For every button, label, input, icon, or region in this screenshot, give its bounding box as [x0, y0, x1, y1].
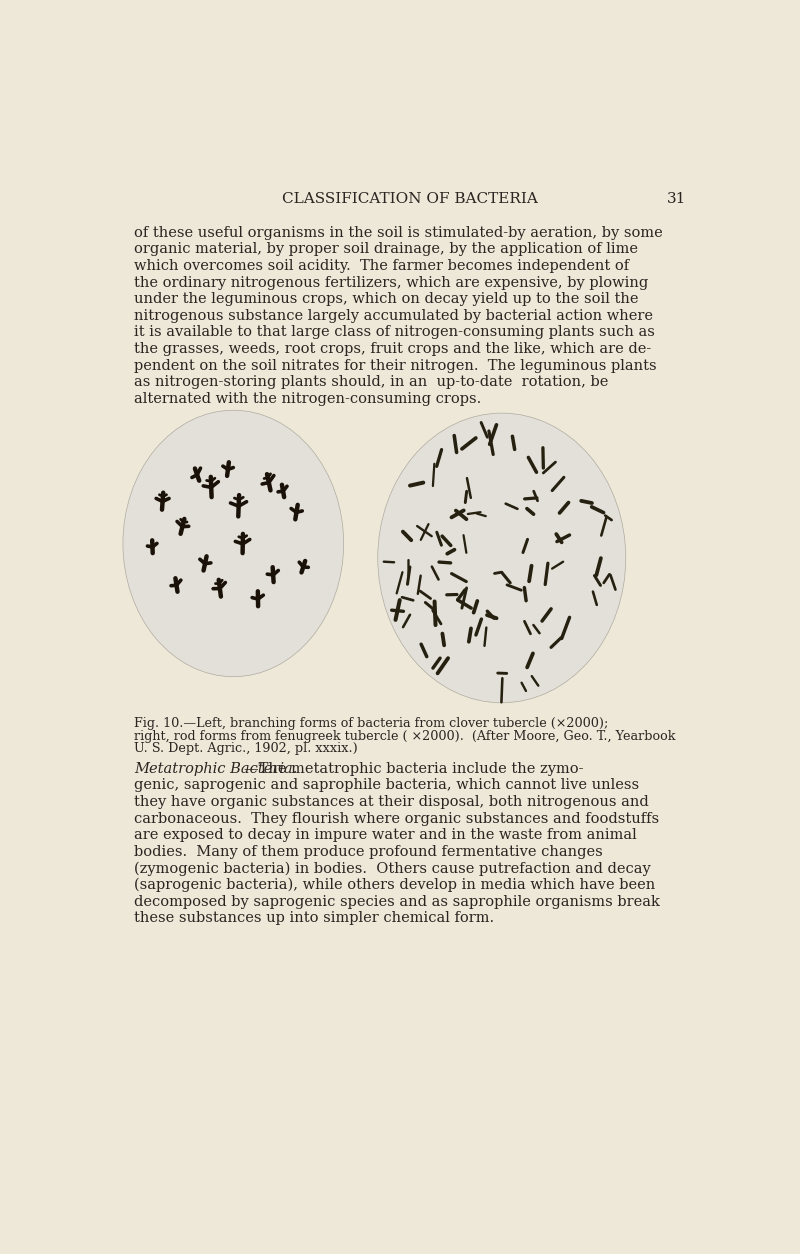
Text: genic, saprogenic and saprophile bacteria, which cannot live unless: genic, saprogenic and saprophile bacteri… — [134, 779, 639, 793]
Text: decomposed by saprogenic species and as saprophile organisms break: decomposed by saprogenic species and as … — [134, 894, 660, 909]
Text: Fig. 10.—Left, branching forms of bacteria from clover tubercle (×2000);: Fig. 10.—Left, branching forms of bacter… — [134, 717, 608, 730]
Text: CLASSIFICATION OF BACTERIA: CLASSIFICATION OF BACTERIA — [282, 192, 538, 206]
Text: 31: 31 — [666, 192, 686, 206]
Text: —The metatrophic bacteria include the zymo-: —The metatrophic bacteria include the zy… — [245, 761, 584, 776]
Text: these substances up into simpler chemical form.: these substances up into simpler chemica… — [134, 912, 494, 925]
Text: Metatrophic Bacteria.: Metatrophic Bacteria. — [134, 761, 298, 776]
Text: U. S. Dept. Agric., 1902, pl. xxxix.): U. S. Dept. Agric., 1902, pl. xxxix.) — [134, 742, 358, 755]
Text: alternated with the nitrogen-consuming crops.: alternated with the nitrogen-consuming c… — [134, 391, 482, 406]
Text: the grasses, weeds, root crops, fruit crops and the like, which are de-: the grasses, weeds, root crops, fruit cr… — [134, 342, 651, 356]
Text: which overcomes soil acidity.  The farmer becomes independent of: which overcomes soil acidity. The farmer… — [134, 260, 630, 273]
Text: (zymogenic bacteria) in bodies.  Others cause putrefaction and decay: (zymogenic bacteria) in bodies. Others c… — [134, 861, 651, 875]
Text: are exposed to decay in impure water and in the waste from animal: are exposed to decay in impure water and… — [134, 828, 637, 843]
Text: right, rod forms from fenugreek tubercle ( ×2000).  (After Moore, Geo. T., Yearb: right, rod forms from fenugreek tubercle… — [134, 730, 675, 742]
Text: pendent on the soil nitrates for their nitrogen.  The leguminous plants: pendent on the soil nitrates for their n… — [134, 359, 657, 372]
Text: the ordinary nitrogenous fertilizers, which are expensive, by plowing: the ordinary nitrogenous fertilizers, wh… — [134, 276, 648, 290]
Ellipse shape — [378, 413, 626, 702]
Text: of these useful organisms in the soil is stimulated­by aeration, by some: of these useful organisms in the soil is… — [134, 226, 663, 240]
Text: under the leguminous crops, which on decay yield up to the soil the: under the leguminous crops, which on dec… — [134, 292, 638, 306]
Text: organic material, by proper soil drainage, by the application of lime: organic material, by proper soil drainag… — [134, 242, 638, 256]
Text: it is available to that large class of nitrogen-consuming plants such as: it is available to that large class of n… — [134, 326, 655, 340]
Ellipse shape — [123, 410, 344, 677]
Text: (saprogenic bacteria), while others develop in media which have been: (saprogenic bacteria), while others deve… — [134, 878, 655, 893]
Text: carbonaceous.  They flourish where organic substances and foodstuffs: carbonaceous. They flourish where organi… — [134, 811, 659, 825]
Text: nitrogenous substance largely accumulated by bacterial action where: nitrogenous substance largely accumulate… — [134, 308, 653, 322]
Text: as nitrogen-storing plants should, in an  up-to-date  rotation, be: as nitrogen-storing plants should, in an… — [134, 375, 609, 389]
Text: they have organic substances at their disposal, both nitrogenous and: they have organic substances at their di… — [134, 795, 649, 809]
Text: bodies.  Many of them produce profound fermentative changes: bodies. Many of them produce profound fe… — [134, 845, 603, 859]
